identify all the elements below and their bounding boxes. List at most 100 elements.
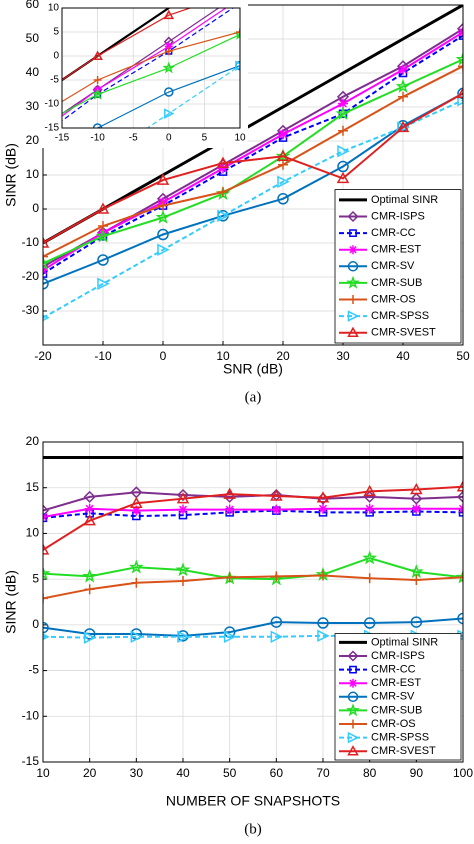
- data-marker: [411, 503, 422, 514]
- inset-y-tick-label: -10: [45, 99, 60, 110]
- data-marker: [270, 489, 283, 501]
- legend-label: CMR-SVEST: [371, 327, 436, 339]
- y-tick-label: 20: [26, 133, 40, 147]
- data-marker: [276, 149, 290, 162]
- x-tick-label: 20: [83, 766, 97, 780]
- legend-label: CMR-SV: [371, 691, 415, 703]
- data-marker: [156, 173, 170, 185]
- data-marker: [364, 503, 375, 514]
- series-line: [62, 33, 240, 115]
- series-line: [43, 65, 463, 258]
- data-marker: [456, 86, 463, 99]
- legend-label: CMR-SVEST: [371, 745, 436, 757]
- data-marker: [458, 31, 463, 40]
- data-marker: [398, 91, 408, 102]
- data-marker: [223, 626, 236, 638]
- data-marker: [271, 571, 282, 582]
- series-line: [43, 34, 463, 275]
- data-marker: [337, 144, 350, 158]
- data-marker: [91, 87, 104, 100]
- y-tick-label: -20: [22, 269, 40, 283]
- series-line: [62, 8, 227, 117]
- y-tick-label: 10: [26, 167, 40, 181]
- series-line: [43, 617, 463, 637]
- x-axis-label: NUMBER OF SNAPSHOTS: [166, 793, 340, 809]
- series-line: [62, 8, 220, 115]
- x-tick-label: 50: [456, 349, 470, 363]
- data-marker: [271, 504, 282, 515]
- x-tick-label: -10: [94, 349, 112, 363]
- data-marker: [130, 630, 144, 643]
- legend-label: CMR-CC: [371, 227, 416, 239]
- legend-marker: [348, 719, 358, 729]
- series-line: [43, 92, 463, 285]
- inset-y-tick-label: -5: [50, 75, 59, 86]
- legend-label: CMR-EST: [371, 244, 421, 256]
- inset-y-tick-label: 0: [53, 51, 59, 62]
- data-marker: [177, 630, 190, 643]
- data-marker: [95, 228, 111, 243]
- data-marker: [131, 577, 142, 588]
- plot-frame: [42, 441, 464, 763]
- legend-marker: [347, 326, 359, 338]
- legend-label: CMR-CC: [371, 664, 416, 676]
- y-tick-label: 15: [26, 480, 40, 494]
- y-tick-label: 10: [26, 526, 40, 540]
- data-marker: [363, 617, 376, 629]
- data-marker: [178, 575, 188, 586]
- data-marker: [92, 50, 103, 60]
- data-marker: [457, 612, 463, 625]
- legend: Optimal SINRCMR-ISPSCMR-CCCMR-ESTCMR-SVC…: [334, 633, 462, 761]
- legend-marker: [347, 691, 359, 703]
- legend-label: CMR-ISPS: [371, 210, 425, 222]
- data-marker: [130, 628, 143, 640]
- legend-marker: [349, 665, 357, 674]
- x-tick-label: 0: [160, 349, 167, 363]
- data-marker: [22, 206, 30, 214]
- y-tick-label: -10: [22, 235, 40, 249]
- legend-marker: [347, 731, 360, 744]
- legend: Optimal SINRCMR-ISPSCMR-CCCMR-ESTCMR-SVC…: [334, 189, 462, 344]
- series-group: [43, 5, 463, 322]
- data-marker: [218, 163, 228, 174]
- data-marker: [398, 64, 408, 75]
- data-marker: [338, 125, 348, 136]
- data-marker: [318, 503, 328, 514]
- legend-marker: [346, 703, 360, 717]
- series-line: [43, 58, 463, 265]
- inset-y-tick-label: -15: [45, 123, 60, 134]
- data-marker: [275, 148, 291, 163]
- data-marker: [155, 209, 171, 224]
- legend-marker: [348, 678, 358, 688]
- legend-label: CMR-EST: [371, 677, 421, 689]
- y-tick-label: 20: [26, 434, 40, 448]
- series-line: [43, 485, 463, 551]
- y-tick-label: 5: [32, 571, 39, 585]
- data-marker: [270, 630, 284, 643]
- y-tick-label: -30: [22, 303, 40, 317]
- data-marker: [83, 490, 96, 503]
- data-marker: [458, 508, 463, 517]
- data-marker: [22, 119, 30, 127]
- data-marker: [43, 251, 48, 262]
- data-marker: [395, 78, 411, 93]
- data-marker: [162, 61, 176, 74]
- data-marker: [278, 129, 288, 140]
- series-line: [43, 31, 463, 272]
- data-marker: [164, 87, 174, 97]
- data-marker: [43, 621, 49, 634]
- data-marker: [337, 160, 349, 173]
- x-tick-label: 30: [130, 766, 144, 780]
- data-marker: [456, 480, 463, 492]
- legend-label: CMR-SUB: [371, 277, 422, 289]
- data-marker: [270, 616, 283, 628]
- legend-label: Optimal SINR: [371, 636, 438, 648]
- series-line: [96, 64, 240, 128]
- data-marker: [456, 22, 463, 35]
- y-tick-label: -15: [22, 754, 40, 768]
- data-marker: [43, 513, 48, 523]
- data-marker: [93, 76, 102, 84]
- legend-marker: [347, 261, 359, 272]
- data-marker: [317, 629, 330, 643]
- data-marker: [130, 496, 143, 509]
